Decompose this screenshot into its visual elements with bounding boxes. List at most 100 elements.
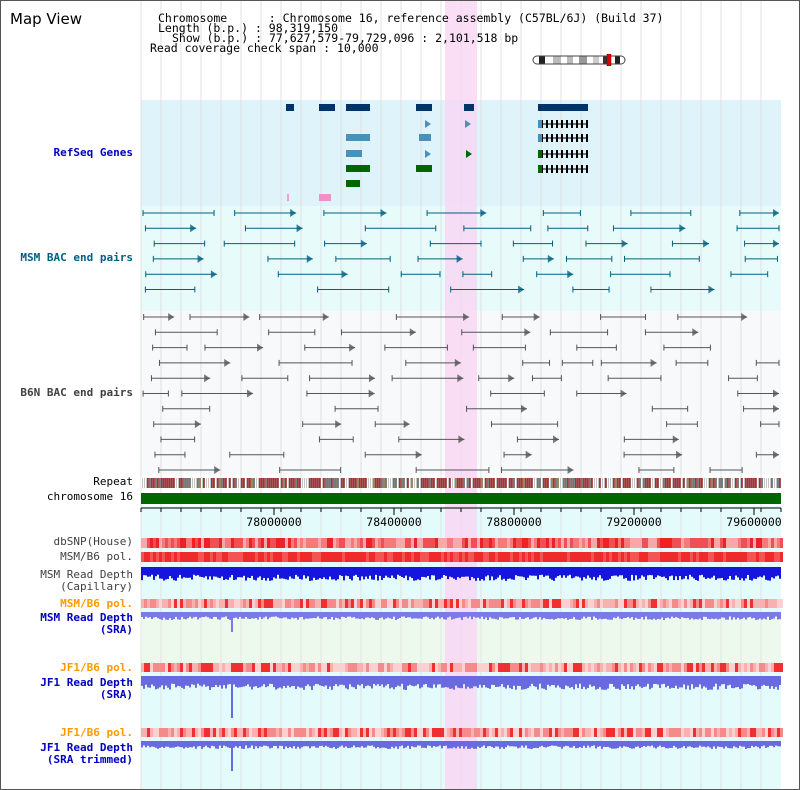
strip-cell <box>570 552 573 562</box>
repeat-element <box>309 478 311 488</box>
depth-bar <box>253 741 255 749</box>
repeat-element <box>649 478 651 488</box>
depth-bar <box>529 741 531 749</box>
depth-bar <box>561 676 563 689</box>
depth-bar <box>239 741 241 747</box>
strip-cell <box>486 728 489 737</box>
strip-cell <box>735 663 738 672</box>
depth-bar <box>351 567 353 581</box>
depth-bar <box>169 676 171 690</box>
strip-cell <box>738 538 741 548</box>
depth-bar <box>199 567 201 577</box>
strip-cell <box>303 728 306 737</box>
depth-bar <box>325 676 327 686</box>
depth-bar <box>481 567 483 580</box>
strip-cell <box>327 599 330 608</box>
depth-bar <box>599 741 601 747</box>
depth-bar <box>445 676 447 688</box>
strip-cell <box>558 663 561 672</box>
depth-bar <box>673 567 675 581</box>
depth-bar <box>739 741 741 746</box>
depth-bar <box>235 567 237 580</box>
bac-pair-arrow <box>409 328 416 337</box>
depth-bar <box>737 741 739 749</box>
depth-bar <box>621 676 623 685</box>
depth-bar <box>483 676 485 686</box>
strip-cell <box>528 552 531 562</box>
depth-bar <box>753 741 755 748</box>
depth-bar <box>673 676 675 689</box>
depth-bar <box>303 612 305 620</box>
gene-block <box>346 104 370 111</box>
strip-cell <box>366 663 369 672</box>
strip-cell <box>600 728 603 737</box>
depth-bar <box>415 676 417 686</box>
depth-bar <box>415 612 417 619</box>
strip-cell <box>621 728 624 737</box>
depth-bar <box>433 741 435 746</box>
depth-bar <box>577 612 579 620</box>
depth-bar <box>263 612 265 618</box>
bac-pair-arrow <box>194 420 201 429</box>
strip-cell <box>759 552 762 562</box>
strip-cell <box>204 599 207 608</box>
strip-cell <box>540 538 543 548</box>
depth-bar <box>345 741 347 747</box>
depth-bar <box>683 676 685 685</box>
chromosome-ideogram[interactable] <box>531 54 629 66</box>
strip-cell <box>738 552 741 562</box>
depth-bar <box>423 612 425 617</box>
repeat-element <box>645 478 647 488</box>
strip-cell <box>429 538 432 548</box>
strip-cell <box>450 728 453 737</box>
strip-cell <box>480 552 483 562</box>
strip-cell <box>780 728 783 737</box>
depth-bar <box>483 741 485 746</box>
strip-cell <box>543 728 546 737</box>
strip-cell <box>678 599 681 608</box>
strip-cell <box>765 599 768 608</box>
depth-bar <box>397 612 399 619</box>
chromosome-track-label: chromosome 16 <box>46 490 133 503</box>
depth-bar <box>141 567 143 581</box>
depth-bar <box>267 741 269 747</box>
strip-cell <box>660 728 663 737</box>
depth-bar <box>697 741 699 748</box>
strip-cell <box>615 663 618 672</box>
strip-cell <box>366 538 369 548</box>
depth-bar <box>697 612 699 620</box>
depth-bar <box>661 676 663 685</box>
depth-bar <box>619 612 621 619</box>
repeat-element <box>487 478 489 488</box>
gene-exon <box>566 120 568 128</box>
depth-bar <box>359 567 361 581</box>
depth-bar <box>177 676 179 686</box>
strip-cell <box>294 663 297 672</box>
depth-bar <box>179 741 181 748</box>
depth-bar <box>311 612 313 619</box>
strip-cell <box>411 552 414 562</box>
depth-bar <box>301 567 303 580</box>
depth-bar <box>297 741 299 747</box>
strip-cell <box>408 538 411 548</box>
strip-cell <box>282 599 285 608</box>
strip-cell <box>204 728 207 737</box>
strip-cell <box>711 552 714 562</box>
strip-cell <box>504 728 507 737</box>
bac-pair-arrow <box>676 450 683 459</box>
strip-cell <box>258 728 261 737</box>
strip-cell <box>339 552 342 562</box>
strip-cell <box>228 599 231 608</box>
strip-cell <box>183 728 186 737</box>
strip-cell <box>339 728 342 737</box>
strip-cell <box>666 663 669 672</box>
strip-cell <box>660 599 663 608</box>
strip-cell <box>771 599 774 608</box>
strip-cell <box>573 552 576 562</box>
depth-bar <box>489 676 491 689</box>
strip-cell <box>585 663 588 672</box>
depth-bar <box>523 567 525 578</box>
depth-bar <box>715 676 717 684</box>
strip-cell <box>327 552 330 562</box>
